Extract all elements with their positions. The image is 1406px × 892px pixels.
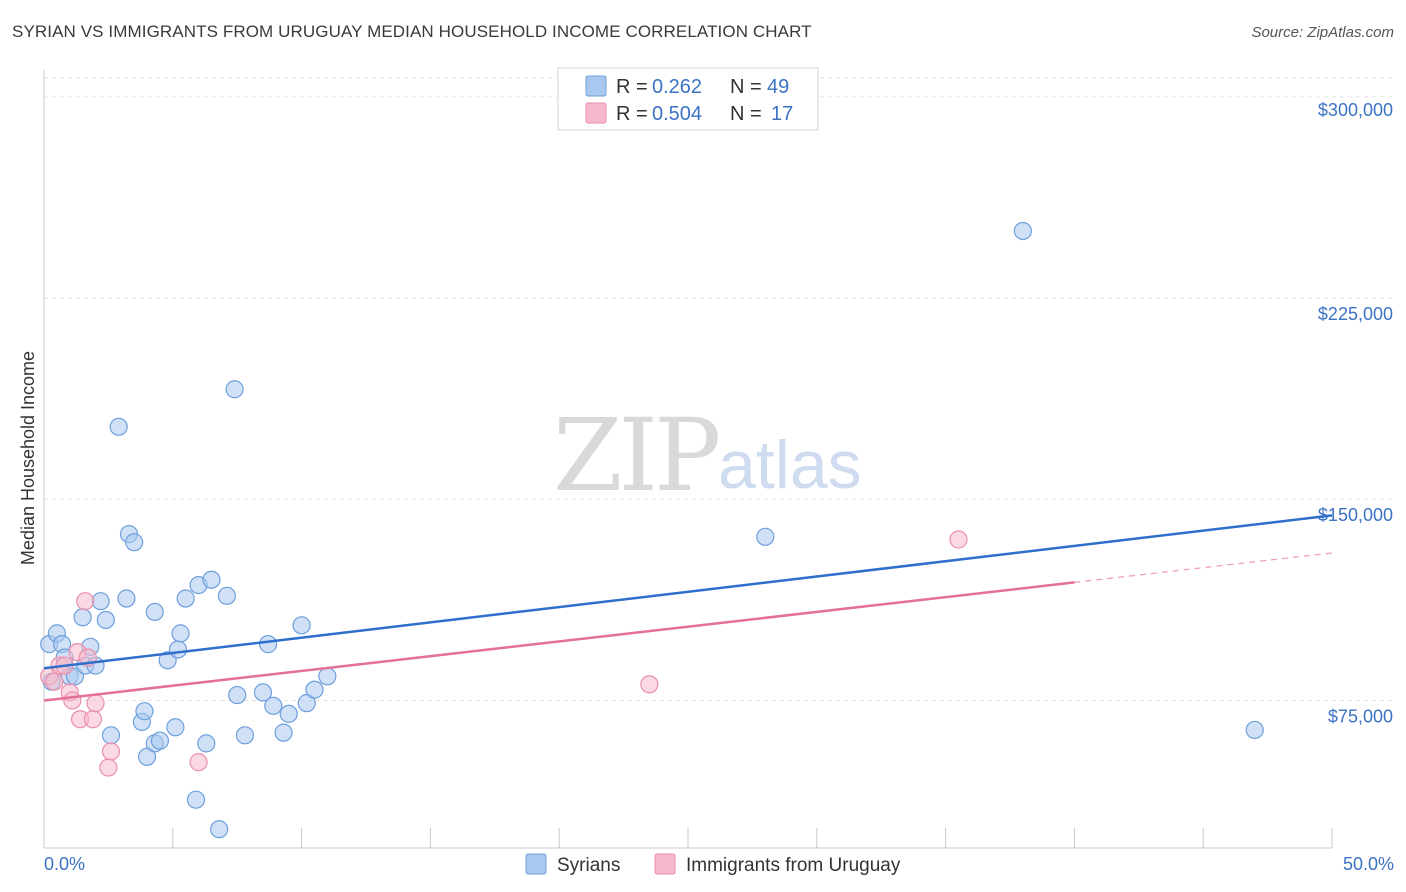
scatter-point	[117, 589, 136, 608]
scatter-point	[101, 742, 121, 761]
scatter-point	[145, 602, 164, 622]
y-tick-label: $225,000	[1318, 304, 1393, 324]
scatter-point	[135, 702, 154, 721]
scatter-point	[176, 589, 195, 608]
scatter-point	[99, 758, 118, 777]
scatter-point	[253, 683, 273, 702]
x-tick-label-max: 50.0%	[1343, 854, 1394, 874]
legend-n-label-uruguay: N =	[730, 103, 762, 125]
y-tick-label: $300,000	[1318, 100, 1393, 120]
scatter-point	[166, 718, 185, 737]
scatter-point	[150, 731, 170, 750]
scatter-point	[217, 586, 236, 605]
scatter-point	[171, 624, 190, 643]
scatter-point	[259, 635, 278, 654]
scatter-point	[197, 734, 216, 753]
scatter-point	[96, 610, 115, 630]
scatter-point	[45, 672, 64, 691]
scatter-point	[949, 530, 968, 549]
grid-lines	[44, 77, 1394, 701]
scatter-point	[101, 726, 121, 745]
scatter-point	[228, 685, 247, 705]
y-axis-label: Median Household Income	[18, 351, 38, 565]
legend-n-label-syrians: N =	[730, 76, 762, 98]
scatter-point	[109, 417, 128, 436]
y-tick-labels: $75,000 $150,000 $225,000 $300,000	[1318, 100, 1393, 727]
y-tick-label: $150,000	[1318, 505, 1393, 525]
scatter-point	[297, 694, 316, 713]
bottom-legend-label-syrians: Syrians	[557, 855, 620, 876]
scatter-point	[73, 608, 92, 627]
scatter-point	[279, 704, 298, 723]
scatter-point	[83, 710, 103, 729]
scatter-point	[318, 667, 337, 686]
scatter-point	[1013, 221, 1032, 241]
scatter-point	[235, 726, 255, 745]
series-legend: Syrians Immigrants from Uruguay	[525, 853, 901, 876]
scatter-point	[756, 527, 775, 546]
scatter-point	[210, 820, 229, 839]
scatter-point	[76, 592, 95, 611]
legend-n-value-syrians: 49	[767, 76, 789, 98]
scatter-point	[186, 790, 206, 809]
scatter-point	[274, 723, 293, 742]
scatter-point	[168, 640, 188, 659]
legend-r-label-syrians: R =	[616, 76, 648, 98]
legend-r-label-uruguay: R =	[616, 103, 648, 125]
scatter-point	[225, 380, 244, 399]
legend-n-value-uruguay: 17	[771, 103, 793, 125]
x-tick-label-min: 0.0%	[44, 854, 85, 874]
syrians-points	[40, 221, 1264, 839]
watermark-atlas: atlas	[718, 427, 862, 503]
trend-lines	[43, 514, 1333, 702]
chart-title: SYRIAN VS IMMIGRANTS FROM URUGUAY MEDIAN…	[12, 22, 812, 41]
bottom-legend-swatch-uruguay	[654, 853, 676, 875]
trend-line-uruguay-extension	[1074, 552, 1333, 584]
trend-line-syrians	[43, 514, 1333, 670]
bottom-legend-swatch-syrians	[525, 853, 547, 875]
scatter-point	[125, 533, 144, 552]
scatter-point	[264, 696, 283, 715]
y-tick-label: $75,000	[1328, 706, 1393, 726]
source-credit: Source: ZipAtlas.com	[1251, 24, 1394, 41]
legend-r-value-uruguay: 0.504	[652, 103, 702, 125]
watermark-zip: ZIP	[553, 397, 718, 514]
scatter-point	[292, 616, 311, 635]
x-tick-marks	[43, 828, 1333, 848]
correlation-legend: R = 0.262 N = 49 R = 0.504 N = 17	[557, 67, 819, 131]
legend-r-value-syrians: 0.262	[652, 76, 702, 98]
scatter-point	[1245, 720, 1264, 740]
bottom-legend-label-uruguay: Immigrants from Uruguay	[686, 855, 901, 876]
scatter-point	[189, 753, 208, 772]
scatter-point	[86, 694, 105, 713]
scatter-point	[137, 747, 157, 766]
scatter-point	[91, 592, 110, 611]
scatter-point	[305, 680, 324, 699]
legend-swatch-syrians	[585, 75, 607, 97]
legend-swatch-uruguay	[585, 102, 607, 124]
scatter-point	[640, 675, 659, 694]
scatter-point	[202, 570, 221, 589]
scatter-point	[63, 691, 82, 710]
trend-line-uruguay	[43, 581, 1075, 702]
